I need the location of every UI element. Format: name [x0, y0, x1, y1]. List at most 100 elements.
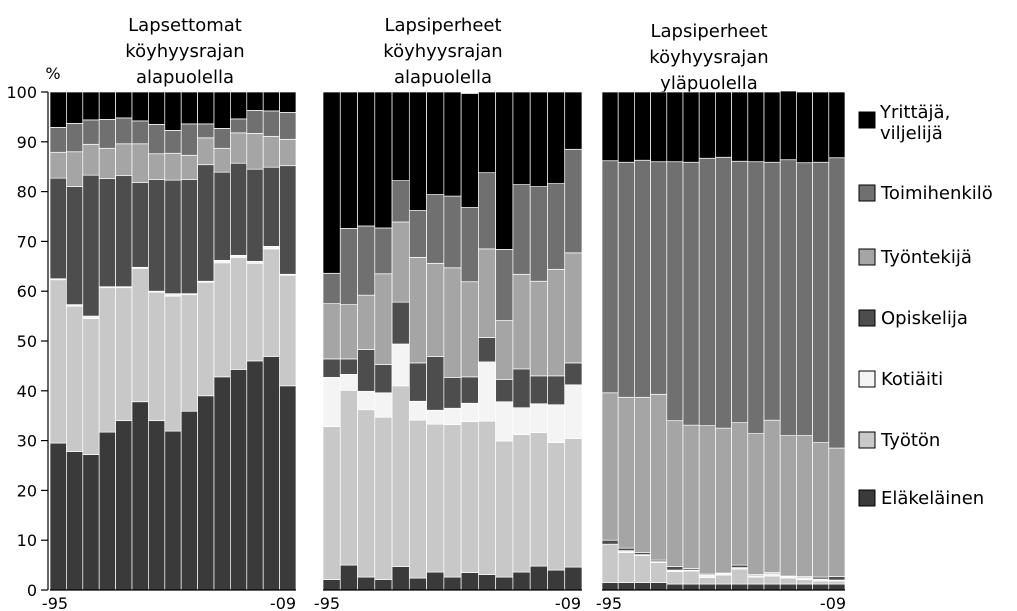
bar-segment-tyoton-2006 — [512, 434, 531, 573]
bar-segment-opiskelija-2009 — [279, 165, 297, 275]
bar-segment-tyontekija-1997 — [82, 143, 100, 176]
bar-segment-elakelainen-1996 — [617, 582, 635, 591]
bar-segment-tyontekija-2000 — [408, 256, 427, 364]
panel-titles: Lapsettomat köyhyysrajan alapuolella Lapsip… — [125, 15, 768, 94]
bar-segment-opiskelija-2009 — [564, 362, 583, 386]
bar-segment-toimihenkilo-1999 — [115, 117, 133, 145]
bar-segment-toimihenkilo-1995 — [322, 272, 341, 304]
bar-segment-yrittaja-2007 — [529, 91, 548, 187]
bar-segment-tyontekija-1999 — [666, 420, 684, 567]
bar-segment-tyontekija-2008 — [547, 268, 566, 377]
bar-segment-yrittaja-2002 — [164, 91, 182, 131]
bar-segment-opiskelija-1999 — [115, 175, 133, 288]
bar-segment-toimihenkilo-1995 — [49, 127, 67, 153]
bar-segment-yrittaja-2009 — [564, 91, 583, 150]
bar-segment-toimihenkilo-2006 — [779, 159, 797, 436]
panel-3 — [601, 90, 846, 591]
bar-segment-toimihenkilo-1999 — [666, 161, 684, 422]
bar-segment-tyoton-2000 — [408, 419, 427, 579]
bar-segment-tyontekija-2005 — [495, 320, 514, 380]
bar-segment-elakelainen-2005 — [213, 376, 231, 591]
panel-title-1-line-3: alapuolella — [136, 67, 234, 88]
bar-segment-tyoton-2004 — [747, 576, 765, 585]
bar-segment-tyontekija-1998 — [374, 273, 393, 365]
bar-segment-tyontekija-2002 — [715, 427, 732, 574]
bar-segment-yrittaja-2003 — [731, 91, 749, 162]
bar-segment-opiskelija-2007 — [246, 168, 264, 262]
panel-title-3-line-2: köyhyysrajan — [649, 47, 768, 68]
bar-segment-kotiaiti-2003 — [460, 402, 479, 423]
bar-segment-tyoton-1997 — [82, 318, 100, 455]
bar-segment-opiskelija-2008 — [262, 166, 280, 247]
bar-segment-toimihenkilo-2002 — [715, 156, 732, 429]
bar-segment-elakelainen-1995 — [49, 442, 67, 591]
bar-segment-elakelainen-1998 — [650, 582, 668, 591]
bar-segment-toimihenkilo-2003 — [731, 160, 749, 424]
bar-segment-kotiaiti-1995 — [322, 377, 341, 428]
bar-segment-yrittaja-2001 — [698, 91, 716, 159]
bar-segment-tyontekija-2006 — [230, 132, 248, 164]
bar-segment-elakelainen-2007 — [246, 360, 264, 591]
bar-segment-toimihenkilo-2008 — [547, 183, 566, 270]
panel-title-1-line-2: köyhyysrajan — [125, 41, 244, 62]
bar-segment-yrittaja-1998 — [98, 91, 116, 120]
bar-segment-tyoton-2008 — [812, 580, 830, 585]
bar-segment-toimihenkilo-2000 — [682, 161, 700, 426]
y-tick-label-90: 90 — [17, 133, 37, 152]
bar-segment-opiskelija-2004 — [478, 337, 497, 363]
panel-1 — [49, 91, 297, 591]
bar-segment-toimihenkilo-1999 — [391, 180, 410, 223]
bar-segment-tyoton-1999 — [666, 571, 684, 585]
bar-segment-yrittaja-2005 — [763, 91, 781, 163]
bar-segment-tyontekija-2008 — [262, 135, 280, 168]
legend-swatch-opiskelija — [858, 309, 876, 327]
bar-segment-elakelainen-2001 — [698, 583, 716, 591]
y-tick-label-60: 60 — [17, 282, 37, 301]
legend-label-opiskelija: Opiskelija — [881, 308, 968, 329]
bar-segment-kotiaiti-1996 — [339, 374, 358, 391]
bar-segment-yrittaja-1999 — [391, 91, 410, 181]
bar-segment-toimihenkilo-2006 — [512, 184, 531, 275]
bar-segment-toimihenkilo-1995 — [601, 160, 619, 394]
bar-segment-toimihenkilo-2007 — [529, 186, 548, 282]
bar-segment-opiskelija-2006 — [230, 162, 248, 256]
bar-segment-tyoton-2009 — [279, 274, 297, 387]
bar-segment-toimihenkilo-2003 — [460, 207, 479, 283]
bar-segment-tyontekija-2004 — [747, 433, 765, 575]
bar-segment-tyoton-2001 — [426, 423, 445, 573]
y-tick-label-70: 70 — [17, 232, 37, 251]
bar-segment-yrittaja-1999 — [115, 91, 133, 119]
y-tick-label-40: 40 — [17, 382, 37, 401]
legend-label-tyoton: Työtön — [880, 430, 940, 451]
bar-segment-tyontekija-2003 — [460, 281, 479, 378]
bar-segment-kotiaiti-2009 — [564, 384, 583, 439]
bar-segment-yrittaja-1997 — [82, 91, 100, 121]
y-tick-label-10: 10 — [17, 531, 37, 550]
bar-segment-tyoton-2006 — [779, 577, 797, 585]
bar-segment-kotiaiti-2007 — [529, 403, 548, 433]
bar-segment-elakelainen-2001 — [148, 420, 166, 591]
bar-segment-opiskelija-1996 — [617, 547, 635, 552]
bar-segment-opiskelija-1997 — [357, 349, 376, 392]
bar-segment-toimihenkilo-2005 — [495, 249, 514, 321]
bar-segment-tyoton-1999 — [391, 385, 410, 567]
bar-segment-tyoton-2004 — [197, 281, 215, 397]
bar-segment-tyontekija-1996 — [617, 396, 635, 549]
bar-segment-tyoton-1996 — [66, 305, 84, 452]
bar-segment-tyontekija-2003 — [180, 154, 198, 180]
bar-segment-toimihenkilo-2005 — [763, 161, 781, 421]
legend-label-toimihenkilo: Toimihenkilö — [880, 183, 993, 204]
legend-swatch-elakelainen — [858, 489, 876, 507]
bar-segment-yrittaja-1996 — [66, 91, 84, 124]
bar-segment-opiskelija-2001 — [148, 179, 166, 292]
panel-title-2-line-1: Lapsiperheet — [384, 15, 501, 36]
bar-segment-elakelainen-2002 — [164, 430, 182, 591]
bar-segment-toimihenkilo-2002 — [443, 195, 462, 269]
bar-segment-opiskelija-2003 — [180, 179, 198, 295]
bar-segment-tyoton-2009 — [828, 580, 846, 585]
bar-segment-tyoton-1998 — [650, 562, 668, 583]
bar-segment-tyontekija-1999 — [391, 221, 410, 303]
bar-segment-tyoton-2008 — [262, 248, 280, 357]
x-tick-label-panel-1-end: -09 — [270, 594, 296, 611]
legend-label-kotiaiti: Kotiäiti — [881, 369, 943, 390]
